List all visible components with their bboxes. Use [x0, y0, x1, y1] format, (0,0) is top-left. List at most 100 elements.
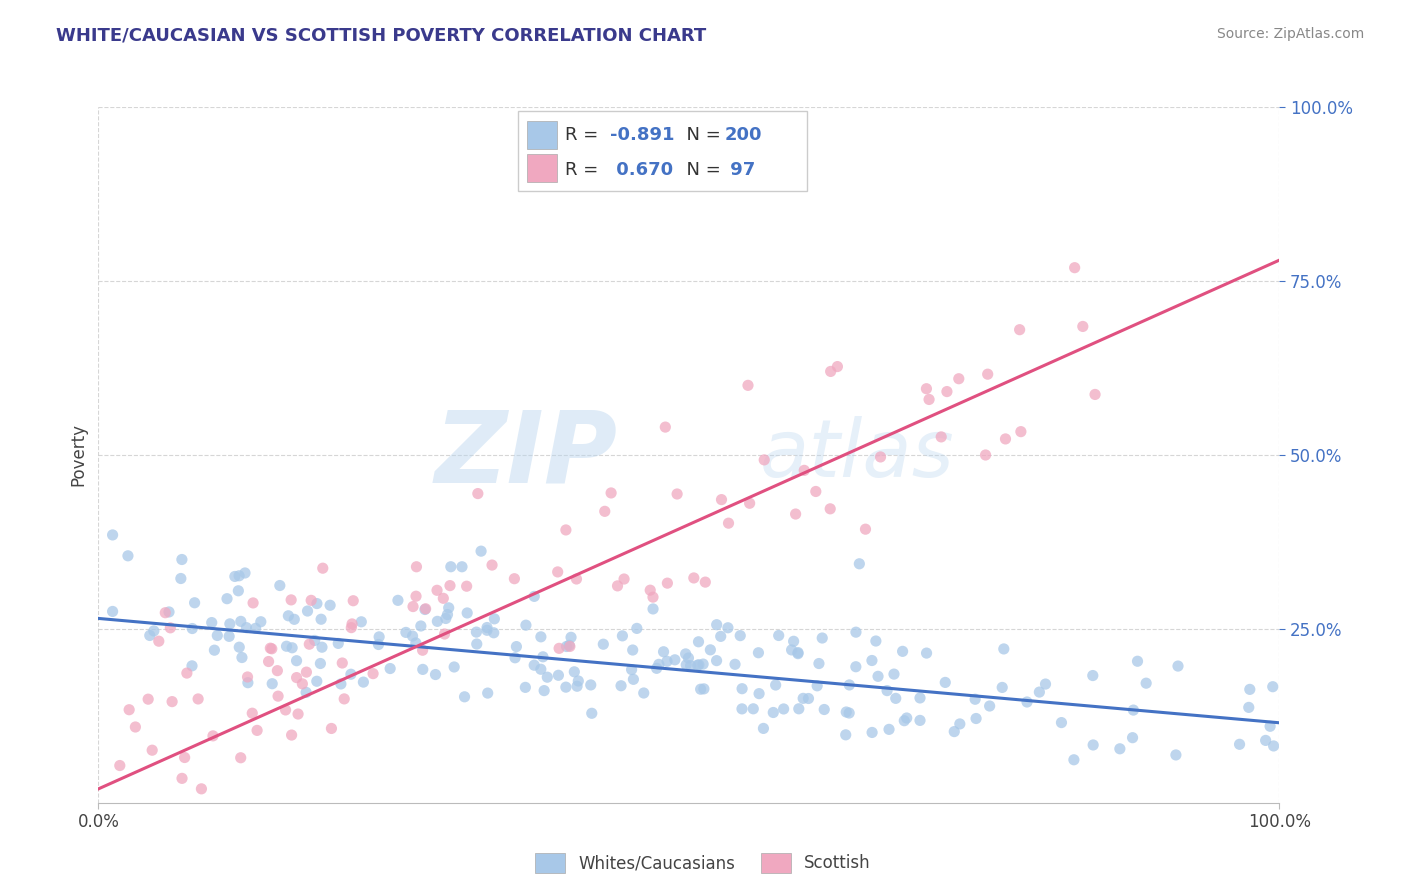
- Point: [160, 695, 183, 709]
- Point: [426, 583, 449, 598]
- Point: [652, 645, 675, 659]
- Point: [170, 552, 193, 566]
- Text: atlas: atlas: [759, 416, 955, 494]
- Point: [682, 571, 704, 585]
- Point: [689, 682, 711, 697]
- Point: [436, 607, 458, 622]
- Point: [792, 691, 814, 706]
- Text: -0.891: -0.891: [610, 126, 675, 144]
- Point: [229, 751, 252, 765]
- Point: [159, 621, 181, 635]
- Text: N =: N =: [675, 161, 727, 178]
- Point: [141, 743, 163, 757]
- Point: [298, 637, 321, 651]
- Point: [503, 650, 526, 665]
- Point: [827, 359, 849, 374]
- Text: WHITE/CAUCASIAN VS SCOTTISH POVERTY CORRELATION CHART: WHITE/CAUCASIAN VS SCOTTISH POVERTY CORR…: [56, 27, 706, 45]
- Point: [866, 669, 889, 683]
- Text: ZIP: ZIP: [434, 407, 619, 503]
- Point: [855, 522, 877, 536]
- Point: [456, 579, 478, 593]
- Point: [869, 450, 891, 464]
- Point: [1081, 738, 1104, 752]
- Point: [281, 640, 304, 655]
- Point: [409, 619, 432, 633]
- Point: [993, 642, 1015, 657]
- Point: [638, 583, 661, 598]
- Point: [295, 665, 318, 680]
- Point: [1050, 715, 1073, 730]
- Point: [835, 728, 858, 742]
- Point: [664, 653, 686, 667]
- Point: [883, 667, 905, 681]
- Point: [465, 637, 488, 651]
- Point: [562, 665, 585, 679]
- Point: [565, 572, 588, 586]
- FancyBboxPatch shape: [527, 154, 557, 182]
- Point: [361, 666, 384, 681]
- Point: [818, 501, 841, 516]
- Point: [820, 364, 842, 378]
- Point: [884, 691, 907, 706]
- Point: [1008, 323, 1031, 337]
- Y-axis label: Poverty: Poverty: [69, 424, 87, 486]
- Point: [333, 692, 356, 706]
- Point: [787, 646, 810, 660]
- Point: [772, 702, 794, 716]
- Point: [579, 678, 602, 692]
- Point: [1263, 739, 1285, 753]
- Point: [645, 661, 668, 675]
- Point: [319, 599, 342, 613]
- Point: [328, 636, 350, 650]
- Point: [413, 602, 436, 616]
- Point: [434, 611, 457, 625]
- Point: [304, 633, 326, 648]
- Point: [948, 372, 970, 386]
- Point: [155, 606, 177, 620]
- Point: [994, 432, 1017, 446]
- Point: [276, 639, 298, 653]
- Point: [813, 702, 835, 716]
- Point: [780, 643, 803, 657]
- Point: [368, 630, 391, 644]
- Point: [581, 706, 603, 721]
- Point: [240, 706, 263, 721]
- Point: [470, 544, 492, 558]
- Point: [547, 668, 569, 682]
- Point: [1010, 425, 1032, 439]
- Point: [257, 655, 280, 669]
- Point: [626, 621, 648, 635]
- Point: [1167, 659, 1189, 673]
- Point: [787, 647, 810, 661]
- Point: [891, 644, 914, 658]
- Point: [765, 678, 787, 692]
- Point: [1108, 741, 1130, 756]
- Point: [915, 646, 938, 660]
- Text: R =: R =: [565, 161, 605, 178]
- Point: [554, 523, 576, 537]
- Point: [215, 591, 238, 606]
- Point: [101, 528, 124, 542]
- Point: [533, 683, 555, 698]
- Point: [453, 690, 475, 704]
- Point: [655, 654, 678, 668]
- FancyBboxPatch shape: [527, 121, 557, 149]
- Point: [176, 666, 198, 681]
- Point: [706, 654, 728, 668]
- Point: [565, 679, 588, 693]
- Point: [935, 384, 957, 399]
- Point: [312, 561, 335, 575]
- Point: [666, 487, 689, 501]
- Point: [432, 591, 454, 606]
- Point: [754, 453, 776, 467]
- Point: [1035, 677, 1057, 691]
- Point: [352, 675, 374, 690]
- Point: [797, 691, 820, 706]
- Point: [181, 658, 204, 673]
- Point: [297, 604, 319, 618]
- Point: [1229, 737, 1251, 751]
- Point: [340, 616, 363, 631]
- Point: [269, 578, 291, 592]
- Point: [710, 492, 733, 507]
- Point: [523, 658, 546, 673]
